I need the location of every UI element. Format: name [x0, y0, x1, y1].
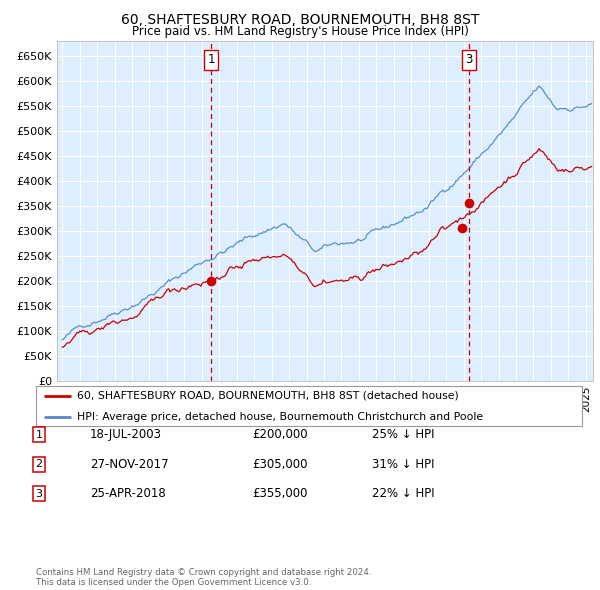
Text: 27-NOV-2017: 27-NOV-2017 [90, 458, 169, 471]
Text: 25% ↓ HPI: 25% ↓ HPI [372, 428, 434, 441]
Text: 22% ↓ HPI: 22% ↓ HPI [372, 487, 434, 500]
Text: 1: 1 [208, 53, 215, 66]
FancyBboxPatch shape [36, 386, 582, 426]
Text: £355,000: £355,000 [252, 487, 308, 500]
Text: £305,000: £305,000 [252, 458, 308, 471]
Text: 1: 1 [35, 430, 43, 440]
Text: 3: 3 [466, 53, 473, 66]
Text: Contains HM Land Registry data © Crown copyright and database right 2024.
This d: Contains HM Land Registry data © Crown c… [36, 568, 371, 587]
Text: 2: 2 [35, 460, 43, 469]
Text: 18-JUL-2003: 18-JUL-2003 [90, 428, 162, 441]
Text: £200,000: £200,000 [252, 428, 308, 441]
Text: 3: 3 [35, 489, 43, 499]
Text: Price paid vs. HM Land Registry's House Price Index (HPI): Price paid vs. HM Land Registry's House … [131, 25, 469, 38]
Text: 60, SHAFTESBURY ROAD, BOURNEMOUTH, BH8 8ST: 60, SHAFTESBURY ROAD, BOURNEMOUTH, BH8 8… [121, 13, 479, 27]
Text: 60, SHAFTESBURY ROAD, BOURNEMOUTH, BH8 8ST (detached house): 60, SHAFTESBURY ROAD, BOURNEMOUTH, BH8 8… [77, 391, 459, 401]
Text: 25-APR-2018: 25-APR-2018 [90, 487, 166, 500]
Text: 31% ↓ HPI: 31% ↓ HPI [372, 458, 434, 471]
Text: HPI: Average price, detached house, Bournemouth Christchurch and Poole: HPI: Average price, detached house, Bour… [77, 412, 483, 422]
